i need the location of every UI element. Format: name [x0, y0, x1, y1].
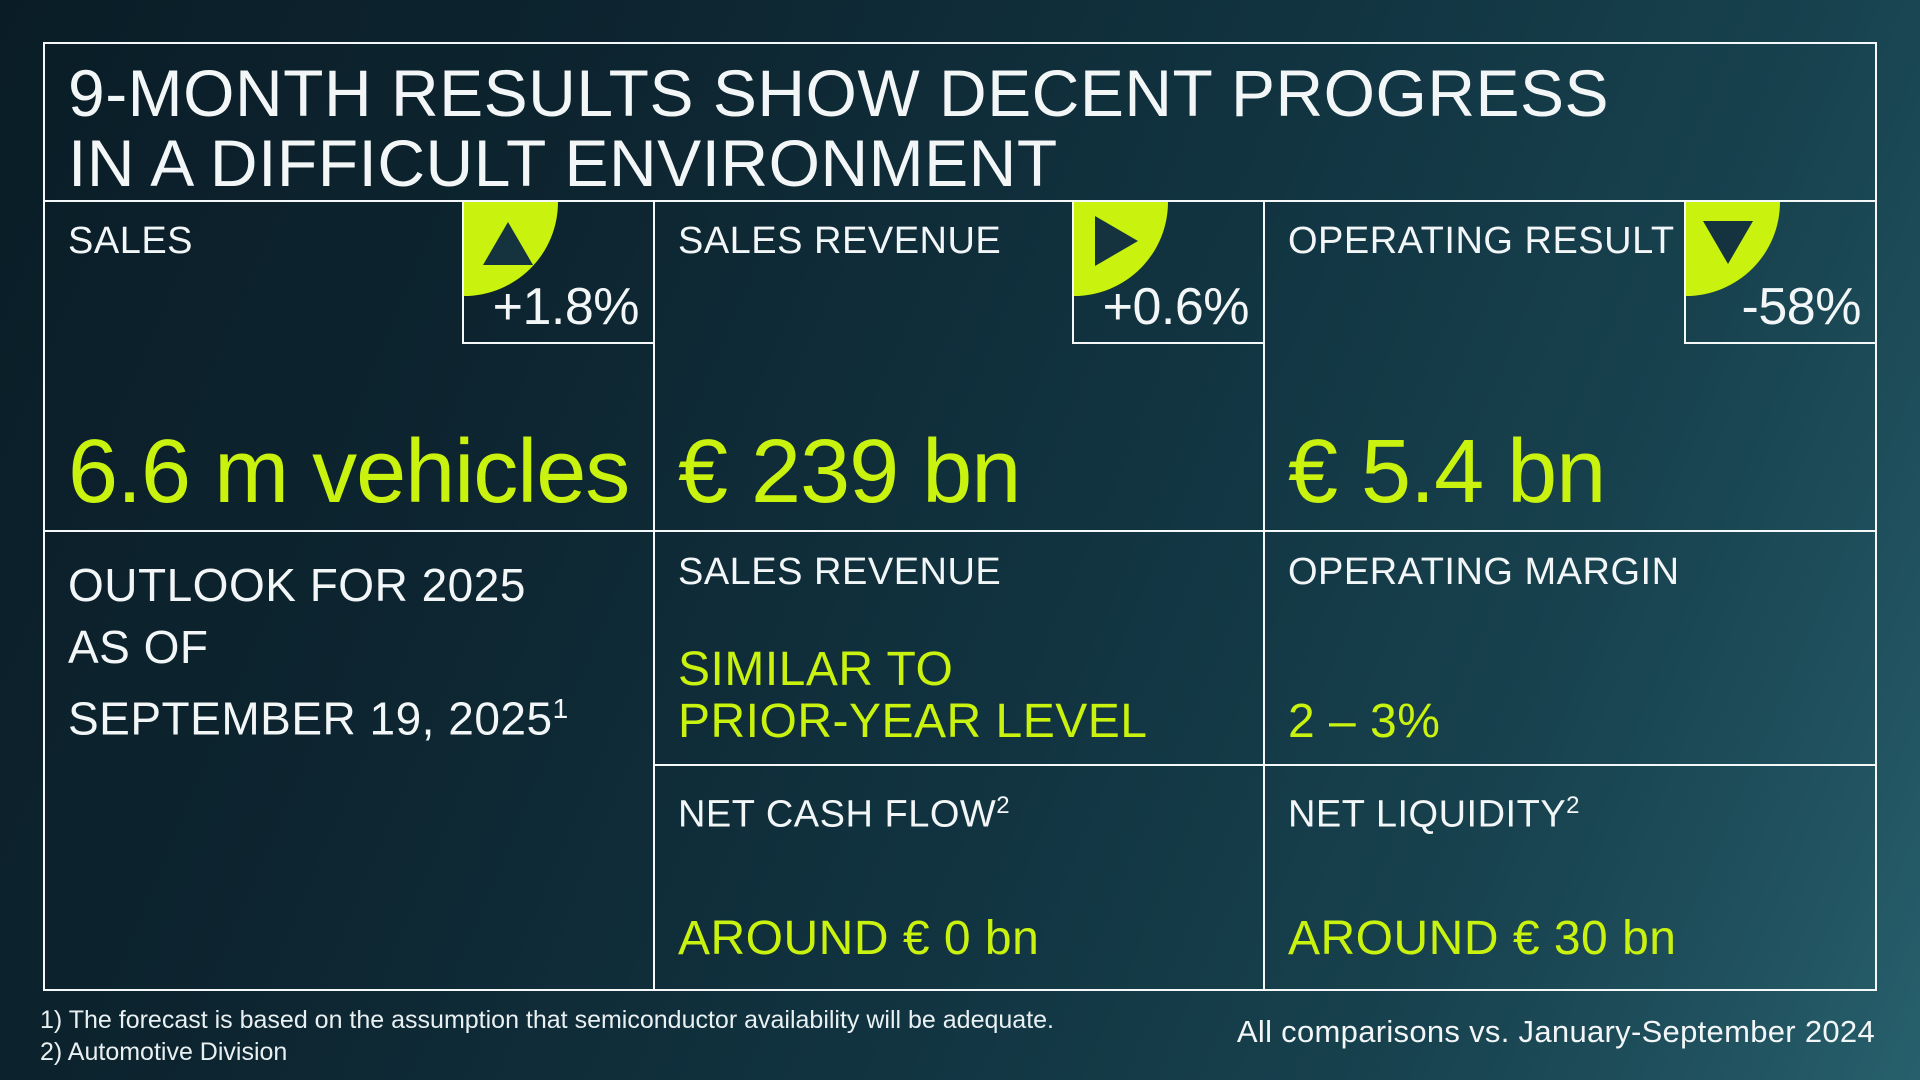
- results-frame: 9-MONTH RESULTS SHOW DECENT PROGRESS IN …: [43, 42, 1877, 991]
- outlook-heading-line-1: OUTLOOK FOR 2025: [68, 559, 526, 611]
- outlook-heading-line-3: SEPTEMBER 19, 20251: [68, 692, 569, 745]
- footnote-1: 1) The forecast is based on the assumpti…: [40, 1006, 1055, 1034]
- outlook-cell-net-liquidity: NET LIQUIDITY2 AROUND € 30 bn: [1265, 766, 1875, 989]
- outlook-value: AROUND € 0 bn: [677, 912, 1040, 965]
- outlook-value: SIMILAR TO PRIOR-YEAR LEVEL: [677, 643, 1148, 748]
- outlook-grid: SALES REVENUE SIMILAR TO PRIOR-YEAR LEVE…: [654, 532, 1875, 989]
- slide-title: 9-MONTH RESULTS SHOW DECENT PROGRESS IN …: [45, 44, 1875, 202]
- outlook-label: NET LIQUIDITY2: [1287, 792, 1581, 836]
- kpi-cell-sales: SALES +1.8% 6.6 m vehicles: [45, 202, 655, 530]
- kpi-label: OPERATING RESULT: [1287, 220, 1675, 262]
- kpi-delta-badge: +0.6%: [1071, 202, 1263, 344]
- footnote-marker: 1: [552, 693, 569, 724]
- title-line-2: IN A DIFFICULT ENVIRONMENT: [68, 126, 1058, 200]
- up-triangle-icon: [482, 219, 533, 265]
- outlook-section: OUTLOOK FOR 2025 AS OF SEPTEMBER 19, 202…: [45, 532, 1875, 989]
- delta-badge-shape: [463, 202, 558, 296]
- kpi-delta-value: -58%: [1741, 278, 1862, 336]
- outlook-cell-sales-revenue: SALES REVENUE SIMILAR TO PRIOR-YEAR LEVE…: [654, 532, 1265, 766]
- footnotes: 1) The forecast is based on the assumpti…: [40, 1004, 1054, 1068]
- kpi-value: € 239 bn: [677, 422, 1021, 522]
- footnote-2: 2) Automotive Division: [40, 1038, 288, 1066]
- outlook-heading-line-2: AS OF: [68, 621, 209, 673]
- outlook-label: OPERATING MARGIN: [1287, 551, 1680, 593]
- kpi-row: SALES +1.8% 6.6 m vehicles SALES REVENUE…: [45, 202, 1875, 532]
- comparison-note: All comparisons vs. January-September 20…: [1236, 1014, 1875, 1049]
- down-triangle-icon: [1702, 221, 1753, 267]
- kpi-label: SALES: [68, 220, 194, 262]
- kpi-delta-badge: -58%: [1683, 202, 1875, 344]
- right-triangle-icon: [1094, 216, 1141, 266]
- footnote-marker: 2: [1566, 792, 1581, 819]
- kpi-delta-badge: +1.8%: [461, 202, 653, 344]
- outlook-label: NET CASH FLOW2: [677, 792, 1011, 836]
- title-line-1: 9-MONTH RESULTS SHOW DECENT PROGRESS: [68, 56, 1610, 130]
- footnote-marker: 2: [996, 792, 1011, 819]
- kpi-value: 6.6 m vehicles: [68, 422, 630, 522]
- outlook-cell-net-cash-flow: NET CASH FLOW2 AROUND € 0 bn: [655, 766, 1265, 989]
- kpi-value: € 5.4 bn: [1287, 422, 1606, 522]
- outlook-heading: OUTLOOK FOR 2025 AS OF SEPTEMBER 19, 202…: [68, 554, 633, 749]
- outlook-label: SALES REVENUE: [677, 551, 1002, 593]
- outlook-value: AROUND € 30 bn: [1287, 912, 1677, 965]
- kpi-delta-value: +1.8%: [492, 278, 640, 336]
- kpi-cell-sales-revenue: SALES REVENUE +0.6% € 239 bn: [655, 202, 1265, 530]
- outlook-cell-operating-margin: OPERATING MARGIN 2 – 3%: [1264, 532, 1875, 766]
- outlook-heading-cell: OUTLOOK FOR 2025 AS OF SEPTEMBER 19, 202…: [45, 532, 655, 989]
- kpi-label: SALES REVENUE: [677, 220, 1002, 262]
- kpi-delta-value: +0.6%: [1102, 278, 1250, 336]
- outlook-value: 2 – 3%: [1287, 695, 1441, 748]
- kpi-cell-operating-result: OPERATING RESULT -58% € 5.4 bn: [1265, 202, 1875, 530]
